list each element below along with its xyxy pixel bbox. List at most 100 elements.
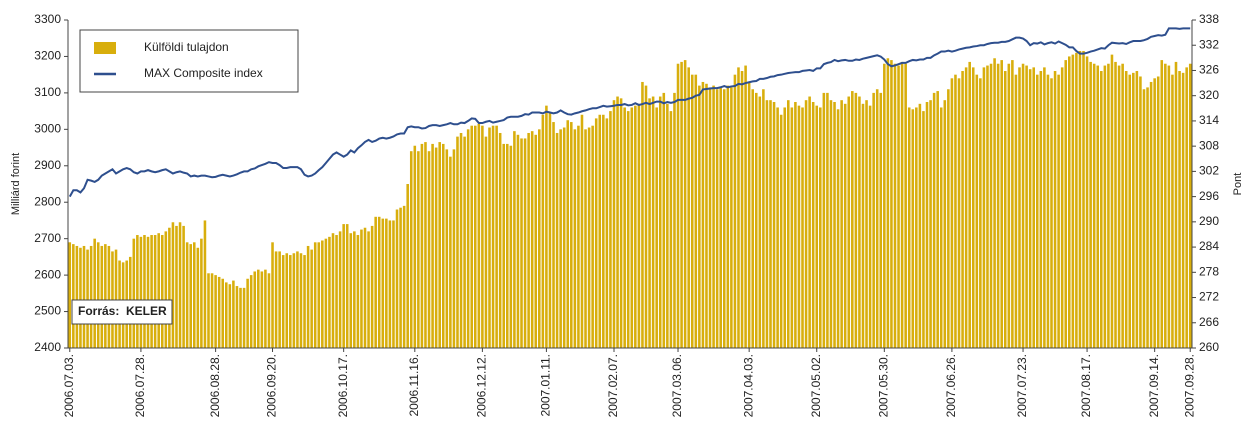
bar	[662, 92, 666, 348]
bar	[331, 233, 335, 348]
bar	[616, 96, 619, 349]
bar	[726, 85, 730, 348]
bar	[712, 85, 715, 348]
bar	[1032, 67, 1035, 348]
bar	[552, 122, 555, 349]
y2-tick-label: 278	[1199, 264, 1219, 278]
bar	[506, 143, 509, 348]
bar	[907, 107, 911, 348]
bar	[1103, 65, 1107, 349]
bar	[310, 249, 313, 348]
bar	[107, 245, 111, 348]
bar	[1096, 65, 1100, 349]
bar	[438, 142, 441, 348]
bar	[776, 107, 779, 348]
bar	[367, 231, 370, 348]
bar	[783, 107, 787, 348]
bar	[1085, 56, 1089, 348]
bar	[947, 89, 950, 348]
bar	[484, 136, 488, 348]
bar	[698, 85, 701, 348]
bar	[975, 74, 979, 349]
bar	[139, 236, 143, 348]
bar	[1117, 65, 1121, 349]
bar	[221, 278, 225, 348]
bar	[157, 233, 160, 348]
bar	[210, 273, 214, 348]
bar	[1046, 74, 1050, 349]
bar	[1160, 60, 1164, 348]
bar	[249, 275, 253, 348]
bar	[1164, 63, 1167, 348]
bar	[754, 92, 758, 348]
bar	[235, 286, 239, 348]
bar	[1167, 65, 1171, 349]
bar	[96, 242, 100, 348]
line	[68, 27, 1191, 198]
bar	[950, 78, 954, 349]
bar	[328, 236, 331, 348]
bar	[911, 109, 915, 349]
bar	[1078, 50, 1082, 348]
bar	[964, 67, 968, 348]
bar	[722, 89, 726, 348]
legend-label: Külföldi tulajdon	[144, 40, 229, 54]
bar	[417, 151, 420, 348]
y2-tick-label: 314	[1199, 113, 1219, 127]
bar	[630, 107, 634, 348]
bar	[758, 96, 762, 349]
y2-tick-label: 266	[1199, 315, 1219, 329]
bar	[267, 273, 271, 348]
x-tick-label: 2007.09.28.	[1182, 354, 1196, 417]
bar	[648, 98, 651, 348]
bar	[918, 103, 922, 348]
y-axis-label: Milliárd forint	[10, 153, 22, 215]
bar	[634, 105, 637, 349]
bar	[360, 229, 363, 348]
bar	[858, 96, 861, 349]
bar	[317, 242, 321, 348]
bar	[1128, 74, 1132, 349]
bar	[715, 89, 719, 348]
bar	[402, 205, 406, 348]
bar	[168, 227, 171, 348]
bar	[192, 242, 196, 348]
bar	[516, 134, 520, 348]
bar	[441, 143, 445, 348]
bar	[278, 251, 281, 348]
bar	[114, 249, 118, 348]
bar	[356, 235, 360, 348]
legend-swatch	[94, 42, 116, 54]
bar	[840, 100, 843, 348]
bar	[349, 233, 353, 348]
bar	[883, 63, 886, 348]
y-tick-label: 3100	[34, 85, 61, 99]
bar	[961, 71, 964, 349]
bar	[1146, 87, 1149, 348]
bar	[406, 184, 409, 348]
bar	[1181, 72, 1185, 348]
bar	[370, 225, 374, 348]
x-tick-label: 2007.02.07.	[606, 354, 620, 417]
bar	[843, 103, 847, 348]
bar	[75, 245, 79, 348]
y2-tick-label: 284	[1199, 239, 1219, 253]
bar	[893, 63, 897, 348]
bar	[683, 60, 687, 348]
y2-tick-label: 308	[1199, 138, 1219, 152]
bar	[491, 125, 495, 348]
x-tick-label: 2006.07.03.	[62, 354, 76, 417]
bar	[694, 74, 698, 349]
bar	[381, 218, 385, 348]
bar	[641, 81, 644, 348]
bar	[566, 120, 570, 348]
bar	[424, 142, 427, 348]
bar	[808, 96, 811, 349]
bar	[680, 61, 683, 349]
y-tick-label: 2900	[34, 158, 61, 172]
bar	[655, 107, 658, 348]
bar	[548, 112, 552, 348]
y-tick-label: 2600	[34, 267, 61, 281]
bar	[1121, 63, 1124, 348]
